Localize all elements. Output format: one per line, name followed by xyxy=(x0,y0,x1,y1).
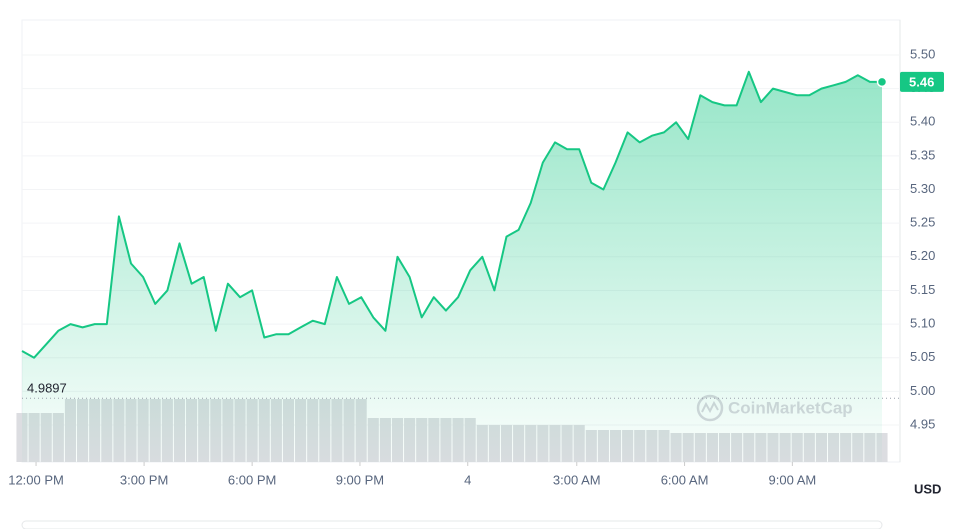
x-tick-label: 6:00 PM xyxy=(228,472,276,487)
price-line xyxy=(21,70,882,359)
y-tick-label: 5.30 xyxy=(910,181,935,196)
y-tick-label: 5.50 xyxy=(910,46,935,61)
current-point xyxy=(876,76,888,88)
x-tick-label: 9:00 PM xyxy=(336,472,384,487)
y-tick-label: 5.15 xyxy=(910,282,935,297)
y-tick-label: 4.95 xyxy=(910,416,935,431)
x-tick-label: 9:00 AM xyxy=(769,472,817,487)
x-tick-label: 3:00 PM xyxy=(120,472,168,487)
y-tick-label: 5.05 xyxy=(910,349,935,364)
price-area xyxy=(22,71,882,463)
x-tick-label: 3:00 AM xyxy=(553,472,601,487)
x-tick-label: 12:00 PM xyxy=(8,472,64,487)
y-tick-label: 5.20 xyxy=(910,248,935,263)
y-tick-label: 5.25 xyxy=(910,215,935,230)
watermark: CoinMarketCap xyxy=(696,394,853,422)
range-scroller[interactable] xyxy=(21,520,883,529)
price-badge xyxy=(900,71,944,92)
watermark-text: CoinMarketCap xyxy=(728,398,853,417)
price-badge-label: 5.46 xyxy=(909,74,934,89)
y-tick-label: 5.35 xyxy=(910,147,935,162)
currency-label: USD xyxy=(914,481,941,496)
x-tick-label: 6:00 AM xyxy=(661,472,709,487)
y-tick-label: 5.00 xyxy=(910,383,935,398)
watermark-logo xyxy=(696,394,724,422)
y-tick-label: 5.40 xyxy=(910,114,935,129)
y-tick-label: 5.10 xyxy=(910,316,935,331)
watermark-logo-mark xyxy=(701,400,719,414)
x-tick-label: 4 xyxy=(464,472,471,487)
reference-label: 4.9897 xyxy=(27,381,67,396)
